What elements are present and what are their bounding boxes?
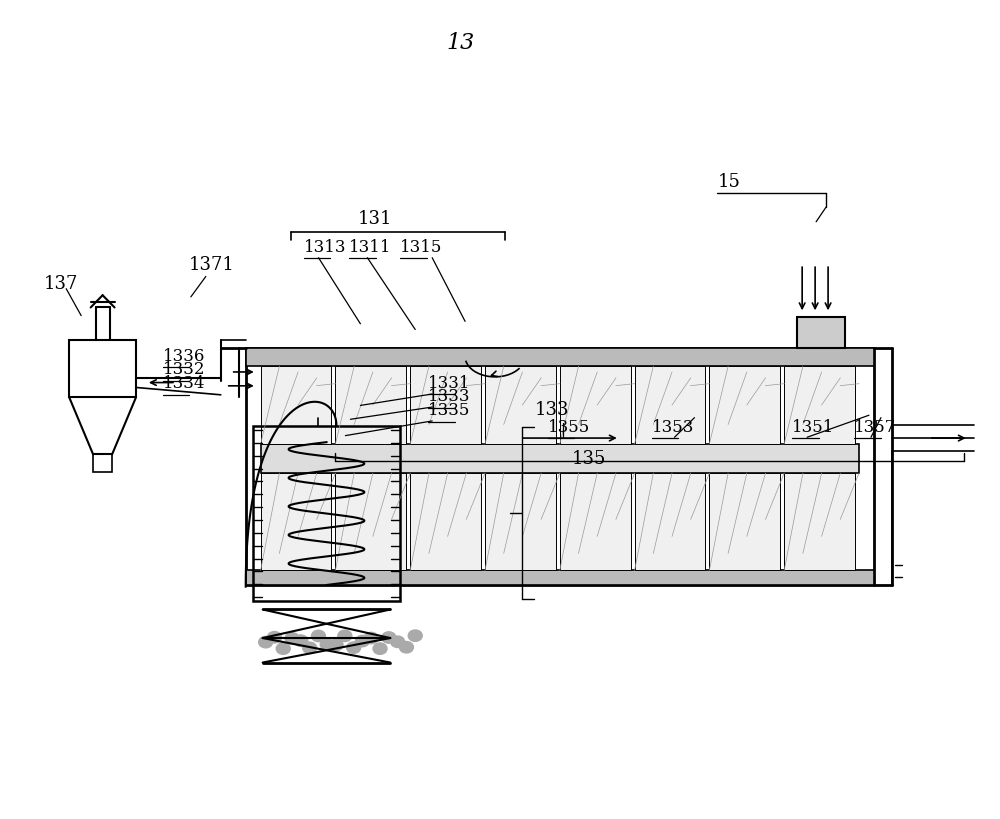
Bar xyxy=(335,473,406,570)
Circle shape xyxy=(259,636,273,648)
Circle shape xyxy=(408,630,422,641)
Bar xyxy=(797,317,845,348)
Bar xyxy=(485,473,556,570)
Circle shape xyxy=(267,631,281,643)
Bar xyxy=(784,473,855,570)
Circle shape xyxy=(329,640,343,650)
Circle shape xyxy=(276,643,290,654)
Circle shape xyxy=(382,631,396,643)
Bar xyxy=(560,473,631,570)
Bar xyxy=(709,366,780,444)
Text: 1357: 1357 xyxy=(854,419,896,436)
Circle shape xyxy=(391,636,405,648)
Text: 1371: 1371 xyxy=(189,256,235,274)
Bar xyxy=(261,473,331,570)
Bar xyxy=(253,426,400,601)
Bar xyxy=(635,473,705,570)
Circle shape xyxy=(285,632,299,644)
Bar xyxy=(246,570,874,585)
Text: 1336: 1336 xyxy=(163,347,205,364)
Circle shape xyxy=(364,632,378,644)
Text: 1333: 1333 xyxy=(428,388,471,405)
Text: 1332: 1332 xyxy=(163,361,205,378)
Text: 13: 13 xyxy=(446,32,474,53)
Bar xyxy=(635,366,705,444)
Text: 133: 133 xyxy=(535,401,569,419)
Text: 1353: 1353 xyxy=(652,419,694,436)
Bar xyxy=(410,473,481,570)
Text: 137: 137 xyxy=(43,275,78,292)
Bar xyxy=(261,366,331,444)
Bar xyxy=(93,455,112,473)
Bar xyxy=(560,366,631,444)
Text: 1351: 1351 xyxy=(792,419,835,436)
Circle shape xyxy=(294,635,308,646)
Circle shape xyxy=(303,642,317,654)
Circle shape xyxy=(320,639,334,650)
Bar xyxy=(335,366,406,444)
Bar xyxy=(784,366,855,444)
Text: 1334: 1334 xyxy=(163,375,205,392)
Circle shape xyxy=(347,642,361,654)
Text: 1355: 1355 xyxy=(548,419,590,436)
Text: 131: 131 xyxy=(358,210,393,229)
Bar xyxy=(410,366,481,444)
Bar xyxy=(69,340,136,397)
Circle shape xyxy=(373,643,387,654)
Circle shape xyxy=(311,631,325,641)
Bar xyxy=(246,348,874,585)
Text: 1331: 1331 xyxy=(428,374,471,391)
Circle shape xyxy=(338,630,352,641)
Circle shape xyxy=(355,636,369,647)
Text: 15: 15 xyxy=(717,173,740,191)
Text: 1313: 1313 xyxy=(304,239,346,256)
Bar xyxy=(485,366,556,444)
Bar xyxy=(709,473,780,570)
Text: 135: 135 xyxy=(572,450,606,468)
Text: 1335: 1335 xyxy=(428,402,471,419)
Text: 1311: 1311 xyxy=(349,239,392,256)
Bar xyxy=(261,444,859,473)
Circle shape xyxy=(399,641,413,653)
Text: 1315: 1315 xyxy=(400,239,443,256)
Bar xyxy=(246,348,874,366)
